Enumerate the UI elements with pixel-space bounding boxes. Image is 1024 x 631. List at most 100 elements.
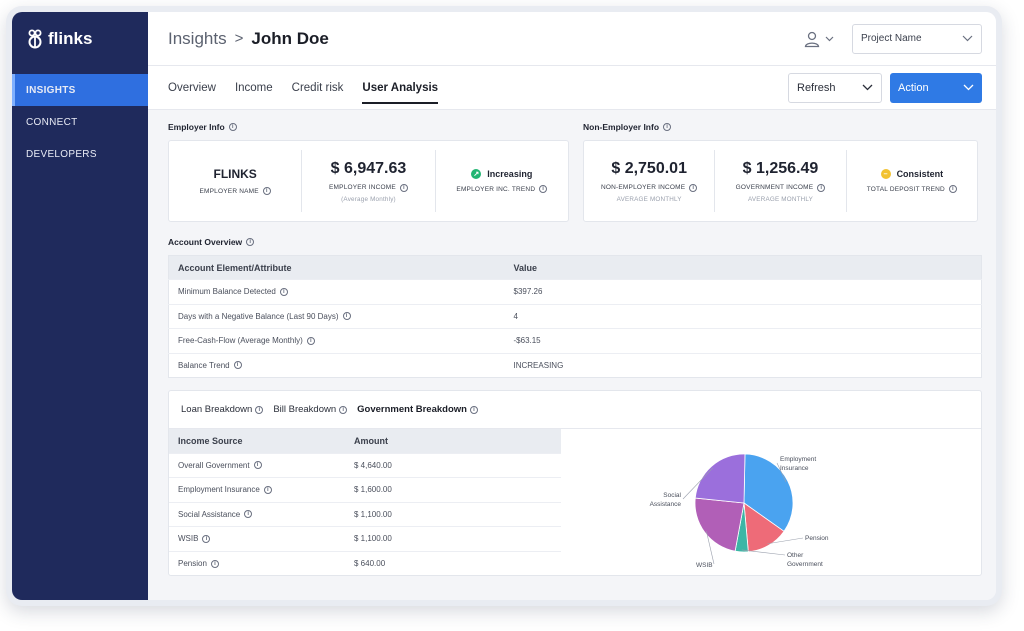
table-row: Employment Insurance i $ 1,600.00 xyxy=(169,477,561,502)
refresh-button-label: Refresh xyxy=(797,81,836,94)
income-amount: $ 1,600.00 xyxy=(345,477,561,502)
breakdown-panel: Loan Breakdown i Bill Breakdown i Governme… xyxy=(168,390,982,576)
attribute-name: Minimum Balance Detected xyxy=(178,287,276,297)
user-menu[interactable] xyxy=(803,30,834,48)
income-source: Social Assistance xyxy=(178,509,241,519)
table-row: Minimum Balance Detected i $397.26 xyxy=(168,279,982,304)
tab-bill-breakdown[interactable]: Bill Breakdown i xyxy=(273,404,348,415)
chevron-down-icon xyxy=(862,84,873,91)
employer-name-kpi: FLINKS EMPLOYER NAME i xyxy=(169,150,303,212)
info-icon[interactable]: i xyxy=(817,183,826,192)
attribute-value: -$63.15 xyxy=(504,328,982,353)
tab-overview[interactable]: Overview xyxy=(168,81,216,94)
income-amount: $ 1,100.00 xyxy=(345,526,561,551)
action-button[interactable]: Action xyxy=(890,72,982,103)
info-icon[interactable]: i xyxy=(399,183,408,192)
pie-label: WSIB xyxy=(696,562,713,569)
income-amount: $ 640.00 xyxy=(345,550,561,576)
non-employer-income-label: NON-EMPLOYER INCOME xyxy=(600,184,686,191)
section-title-text: Employer Info xyxy=(168,122,225,132)
non-employer-info-title: Non-Employer Info i xyxy=(583,122,978,132)
table-row: Balance Trend i INCREASING xyxy=(168,352,982,378)
pie-slice-employment-insurance[interactable] xyxy=(743,453,794,532)
tab-user-analysis[interactable]: User Analysis xyxy=(362,66,438,110)
tab-income[interactable]: Income xyxy=(234,81,273,94)
employer-income-sub: (Average Monthly) xyxy=(341,195,396,203)
income-amount: $ 4,640.00 xyxy=(345,452,561,478)
table-row: WSIB i $ 1,100.00 xyxy=(169,526,561,551)
breadcrumb-root[interactable]: Insights xyxy=(168,28,227,48)
brand-name: flinks xyxy=(48,29,93,48)
info-icon[interactable]: i xyxy=(689,183,698,192)
sidebar-item-developers[interactable]: DEVELOPERS xyxy=(12,138,148,170)
sidebar-item-label: CONNECT xyxy=(26,116,78,128)
account-overview-title: Account Overview i xyxy=(168,237,982,247)
deposit-trend-kpi: – Consistent TOTAL DEPOSIT TREND i xyxy=(847,150,977,212)
info-icon[interactable]: i xyxy=(246,238,255,246)
tab-label: Loan Breakdown xyxy=(181,404,253,415)
employer-name-value: FLINKS xyxy=(213,167,257,181)
pie-leader-line xyxy=(776,462,787,482)
pie-leader-line xyxy=(767,537,804,545)
info-icon[interactable]: i xyxy=(262,187,271,195)
non-employer-info-card: $ 2,750.01 NON-EMPLOYER INCOME i AVERAGE … xyxy=(583,140,978,222)
employer-trend-kpi: ↗ Increasing EMPLOYER INC. TREND i xyxy=(436,150,568,212)
tab-government-breakdown[interactable]: Government Breakdown i xyxy=(357,404,478,415)
employer-trend-label: EMPLOYER INC. TREND xyxy=(456,185,536,193)
top-bar: Insights > John Doe Project Name xyxy=(148,12,996,66)
pie-leader-line xyxy=(741,549,786,556)
info-icon[interactable]: i xyxy=(253,461,262,470)
sidebar-item-label: DEVELOPERS xyxy=(26,148,97,160)
info-icon[interactable]: i xyxy=(306,336,315,345)
pie-label: Social Assistance xyxy=(650,492,682,508)
sidebar-item-connect[interactable]: CONNECT xyxy=(12,106,148,138)
project-select[interactable]: Project Name xyxy=(852,23,982,54)
info-icon[interactable]: i xyxy=(210,559,219,568)
info-icon[interactable]: i xyxy=(202,534,211,543)
info-icon[interactable]: i xyxy=(663,123,672,131)
action-button-label: Action xyxy=(898,81,929,94)
government-breakdown-table: Income Source Amount Overall Government i… xyxy=(169,429,561,576)
non-employer-income-sub: AVERAGE MONTHLY xyxy=(616,195,682,203)
info-icon[interactable]: i xyxy=(342,312,351,321)
section-title-text: Non-Employer Info xyxy=(583,122,660,132)
info-icon[interactable]: i xyxy=(539,185,548,193)
page-title: John Doe xyxy=(251,28,329,48)
pie-label: Other Government xyxy=(787,552,823,568)
pie-label: Employment Insurance xyxy=(780,456,816,472)
column-header: Amount xyxy=(345,429,561,453)
pie-slice-wsib[interactable] xyxy=(694,497,745,552)
income-source: Pension xyxy=(178,559,207,568)
info-icon[interactable]: i xyxy=(244,510,253,519)
tab-label: Government Breakdown xyxy=(357,404,467,415)
content-area: Employer Info i FLINKS EMPLOYER NAME i $ 6… xyxy=(168,122,982,576)
info-icon[interactable]: i xyxy=(339,405,348,414)
tab-credit-risk[interactable]: Credit risk xyxy=(291,81,344,94)
pie-chart-svg: Employment Insurance Pension Other Governmen… xyxy=(650,453,829,569)
breadcrumb-separator: > xyxy=(234,30,244,47)
table-row: Days with a Negative Balance (Last 90 Da… xyxy=(168,303,982,329)
attribute-name: Free-Cash-Flow (Average Monthly) xyxy=(178,336,303,346)
government-income-sub: AVERAGE MONTHLY xyxy=(747,195,814,203)
table-row: Free-Cash-Flow (Average Monthly) i -$63.1… xyxy=(168,328,982,353)
info-icon[interactable]: i xyxy=(228,123,237,131)
pie-slice-social-assistance[interactable] xyxy=(694,453,746,504)
flinks-logo[interactable]: flinks xyxy=(12,12,148,66)
attribute-value: 4 xyxy=(504,303,982,329)
info-icon[interactable]: i xyxy=(255,405,264,414)
trend-flat-icon: – xyxy=(880,169,891,179)
table-row: Social Assistance i $ 1,100.00 xyxy=(169,501,561,527)
info-icon[interactable]: i xyxy=(948,185,957,193)
column-header: Value xyxy=(504,255,982,280)
sidebar-item-insights[interactable]: INSIGHTS xyxy=(12,74,148,106)
attribute-value: $397.26 xyxy=(504,279,982,304)
info-icon[interactable]: i xyxy=(263,485,272,494)
info-icon[interactable]: i xyxy=(469,405,478,414)
income-source: Overall Government xyxy=(178,460,250,470)
tab-loan-breakdown[interactable]: Loan Breakdown i xyxy=(181,404,264,415)
refresh-button[interactable]: Refresh xyxy=(788,72,882,103)
info-icon[interactable]: i xyxy=(279,287,288,296)
table-row: Overall Government i $ 4,640.00 xyxy=(169,452,561,478)
employer-name-label: EMPLOYER NAME xyxy=(199,187,259,195)
info-icon[interactable]: i xyxy=(233,361,242,370)
